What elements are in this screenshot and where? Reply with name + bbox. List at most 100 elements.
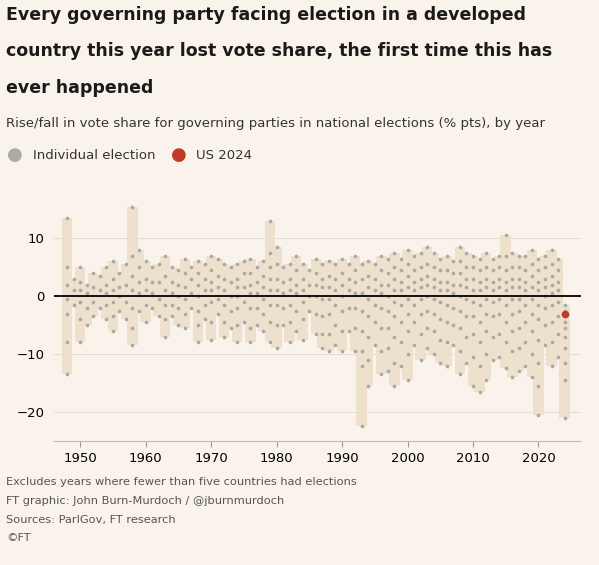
Point (527, 283, 537, 292)
Point (403, 376, 412, 385)
Point (488, 277, 497, 286)
Point (389, 312, 399, 321)
Point (514, 283, 524, 292)
Point (265, 338, 275, 347)
Point (449, 289, 458, 298)
Point (285, 338, 295, 347)
Point (291, 251, 301, 260)
Point (265, 248, 275, 257)
Point (514, 344, 524, 353)
Point (357, 327, 367, 336)
Bar (108, 262, 118, 331)
Point (534, 254, 543, 263)
Point (154, 312, 164, 321)
Point (226, 263, 235, 272)
Point (521, 361, 530, 370)
Point (481, 327, 491, 336)
Point (488, 332, 497, 341)
Point (422, 292, 432, 301)
Point (553, 277, 563, 286)
Point (501, 277, 510, 286)
Bar (501, 236, 511, 368)
Point (494, 353, 504, 362)
Point (553, 329, 563, 338)
Point (449, 320, 458, 329)
Point (370, 341, 380, 350)
Point (291, 306, 301, 315)
Point (416, 274, 425, 283)
Point (514, 274, 524, 283)
Bar (173, 270, 183, 325)
Point (553, 254, 563, 263)
Point (75, 338, 85, 347)
Point (291, 266, 301, 275)
Point (468, 251, 478, 260)
Point (128, 271, 137, 280)
Point (193, 338, 202, 347)
Point (206, 335, 216, 344)
Point (514, 251, 524, 260)
Point (481, 350, 491, 359)
Point (357, 306, 367, 315)
Point (462, 263, 471, 272)
Point (128, 286, 137, 295)
Point (468, 286, 478, 295)
Point (311, 268, 320, 277)
Point (507, 248, 517, 257)
Point (547, 289, 556, 298)
Bar (474, 259, 485, 392)
Bar (127, 207, 138, 345)
Point (317, 283, 327, 292)
Point (331, 301, 340, 310)
Point (174, 320, 183, 329)
Point (311, 329, 320, 338)
Point (403, 294, 412, 303)
Point (265, 318, 275, 327)
Point (501, 364, 510, 373)
Point (232, 292, 242, 301)
Point (259, 283, 268, 292)
Point (540, 263, 550, 272)
Point (540, 320, 550, 329)
Bar (527, 250, 537, 377)
Point (167, 263, 177, 272)
Point (396, 266, 406, 275)
Text: Every governing party facing election in a developed: Every governing party facing election in… (6, 6, 526, 24)
Point (252, 303, 262, 312)
Point (89, 283, 98, 292)
Point (337, 280, 347, 289)
Point (82, 280, 92, 289)
Point (389, 248, 399, 257)
Point (534, 410, 543, 419)
Point (101, 263, 111, 272)
Point (553, 353, 563, 362)
Text: ●: ● (171, 146, 186, 164)
Point (462, 294, 471, 303)
Point (383, 280, 393, 289)
Point (357, 289, 367, 298)
Point (298, 260, 307, 269)
Point (429, 327, 438, 336)
Point (468, 274, 478, 283)
Point (409, 251, 419, 260)
Point (174, 292, 183, 301)
Point (377, 266, 386, 275)
Point (409, 341, 419, 350)
Bar (304, 270, 314, 311)
Point (285, 260, 295, 269)
Point (383, 292, 393, 301)
Point (180, 294, 190, 303)
Point (232, 283, 242, 292)
Point (239, 297, 249, 306)
Point (462, 358, 471, 367)
Point (475, 277, 485, 286)
Point (422, 242, 432, 251)
Point (442, 277, 452, 286)
Point (396, 361, 406, 370)
Point (514, 367, 524, 376)
Point (337, 327, 347, 336)
Point (62, 338, 72, 347)
Point (553, 266, 563, 275)
Point (416, 329, 425, 338)
Text: ©FT: ©FT (6, 533, 31, 544)
